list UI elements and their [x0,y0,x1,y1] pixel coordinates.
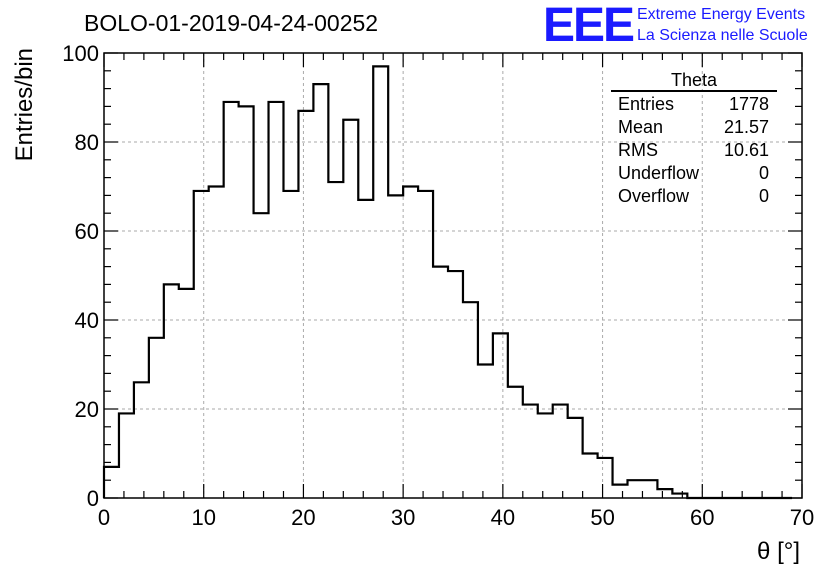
stats-value: 0 [758,186,769,206]
stats-value: 21.57 [723,117,769,137]
x-tick-label: 10 [191,505,215,530]
stats-value: 10.61 [723,140,769,160]
stats-row-overflow: Overflow 0 [611,185,777,208]
y-tick-label: 100 [62,41,99,66]
x-tick-label: 30 [391,505,415,530]
y-axis-label: Entries/bin [11,48,38,161]
y-tick-label: 20 [75,397,99,422]
stats-row-rms: RMS 10.61 [611,139,777,162]
logo-line-1: Extreme Energy Events [637,6,806,23]
histogram-line [102,65,793,500]
stats-label: Mean [618,117,664,137]
x-tick-label: 60 [690,505,714,530]
eee-logo: EEE [543,0,635,52]
x-tick-label: 20 [291,505,315,530]
x-axis-label: θ [°] [757,538,800,565]
x-tick-label: 50 [590,505,614,530]
x-tick-label: 40 [491,505,515,530]
grid-lines [104,53,802,498]
x-tick-label: 70 [790,505,814,530]
plot-frame [103,52,803,499]
y-tick-label: 40 [75,308,99,333]
y-tick-label: 60 [75,219,99,244]
stats-label: Overflow [618,186,690,206]
stats-value: 0 [758,163,769,183]
axis-ticks [103,52,803,499]
stats-value: 1778 [728,94,769,114]
stats-title: Theta [611,70,777,92]
chart-title: BOLO-01-2019-04-24-00252 [84,10,379,36]
stats-box: Theta Entries 1778 Mean 21.57 RMS 10.61 … [611,70,777,208]
stats-label: Underflow [618,163,700,183]
stats-label: Entries [618,94,675,114]
y-tick-label: 0 [87,486,99,511]
eee-logo-caption: Extreme Energy Events La Scienza nelle S… [637,4,808,46]
stats-label: RMS [618,140,658,160]
tick-labels: 0 10 20 30 40 50 60 70 0 20 40 60 80 100 [62,41,814,530]
logo-line-2: La Scienza nelle Scuole [637,27,808,44]
y-tick-label: 80 [75,130,99,155]
stats-row-underflow: Underflow 0 [611,162,777,185]
stats-row-entries: Entries 1778 [611,93,777,116]
stats-row-mean: Mean 21.57 [611,116,777,139]
x-tick-label: 0 [98,505,110,530]
